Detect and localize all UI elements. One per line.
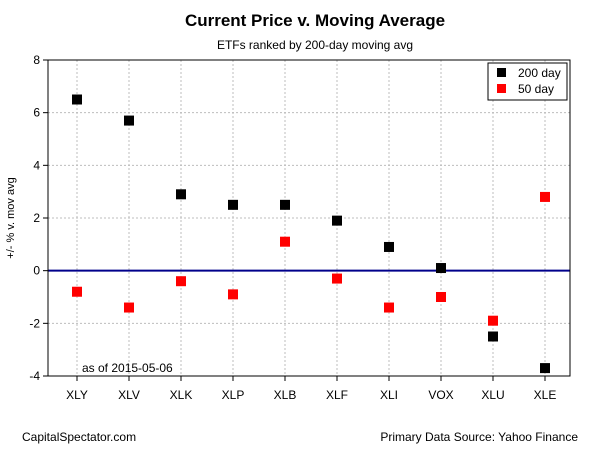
x-tick-label-xlv: XLV bbox=[118, 388, 140, 402]
point-50-day-xlp bbox=[228, 289, 238, 300]
point-200-day-vox bbox=[436, 263, 446, 274]
as-of-annotation: as of 2015-05-06 bbox=[82, 361, 173, 375]
y-tick-label: 8 bbox=[33, 53, 40, 67]
point-200-day-xly bbox=[72, 94, 82, 105]
chart-subtitle: ETFs ranked by 200-day moving avg bbox=[217, 38, 413, 52]
x-tick-label-xlu: XLU bbox=[481, 388, 504, 402]
point-50-day-xlv bbox=[124, 302, 134, 313]
legend: 200 day 50 day bbox=[487, 62, 568, 101]
point-50-day-xlb bbox=[280, 236, 290, 247]
y-tick-label: -4 bbox=[29, 369, 40, 383]
x-tick-label-xle: XLE bbox=[534, 388, 557, 402]
x-tick-label-xlf: XLF bbox=[326, 388, 348, 402]
y-tick-label: 4 bbox=[33, 158, 40, 172]
x-tick-label-xli: XLI bbox=[380, 388, 398, 402]
point-200-day-xli bbox=[384, 241, 394, 252]
point-50-day-xly bbox=[72, 286, 82, 297]
point-50-day-xlf bbox=[332, 273, 342, 284]
point-200-day-xlk bbox=[176, 189, 186, 200]
chart-title: Current Price v. Moving Average bbox=[185, 11, 445, 30]
legend-label-50-day: 50 day bbox=[518, 82, 554, 96]
x-tick-label-xlp: XLP bbox=[222, 388, 245, 402]
y-ticks: -4 -2 0 2 4 6 8 bbox=[29, 53, 48, 383]
x-tick-label-xlb: XLB bbox=[274, 388, 297, 402]
plot-frame bbox=[47, 59, 571, 377]
y-tick-label: 6 bbox=[33, 106, 40, 120]
y-tick-label: 2 bbox=[33, 211, 40, 225]
footer-data-source: Primary Data Source: Yahoo Finance bbox=[380, 430, 578, 444]
point-50-day-xlk bbox=[176, 276, 186, 287]
legend-label-200-day: 200 day bbox=[518, 66, 561, 80]
x-tick-label-xly: XLY bbox=[66, 388, 88, 402]
data-points bbox=[72, 94, 550, 374]
legend-marker-50-day bbox=[497, 84, 506, 93]
point-200-day-xlv bbox=[124, 115, 134, 126]
grid bbox=[48, 59, 570, 377]
footer-source-site: CapitalSpectator.com bbox=[22, 430, 137, 444]
x-ticks: XLY XLV XLK XLP XLB XLF XLI VOX XLU XLE bbox=[66, 376, 556, 402]
point-200-day-xlb bbox=[280, 199, 290, 210]
point-50-day-xle bbox=[540, 191, 550, 202]
point-200-day-xlf bbox=[332, 215, 342, 226]
x-tick-label-vox: VOX bbox=[428, 388, 453, 402]
y-tick-label: 0 bbox=[33, 264, 40, 278]
x-tick-label-xlk: XLK bbox=[170, 388, 193, 402]
point-50-day-xli bbox=[384, 302, 394, 313]
point-200-day-xlu bbox=[488, 331, 498, 342]
y-axis-label: +/- % v. mov avg bbox=[5, 177, 17, 258]
y-tick-label: -2 bbox=[29, 316, 40, 330]
point-50-day-vox bbox=[436, 292, 446, 302]
legend-marker-200-day bbox=[497, 68, 506, 77]
point-200-day-xle bbox=[540, 363, 550, 374]
point-50-day-xlu bbox=[488, 315, 498, 326]
point-200-day-xlp bbox=[228, 199, 238, 210]
